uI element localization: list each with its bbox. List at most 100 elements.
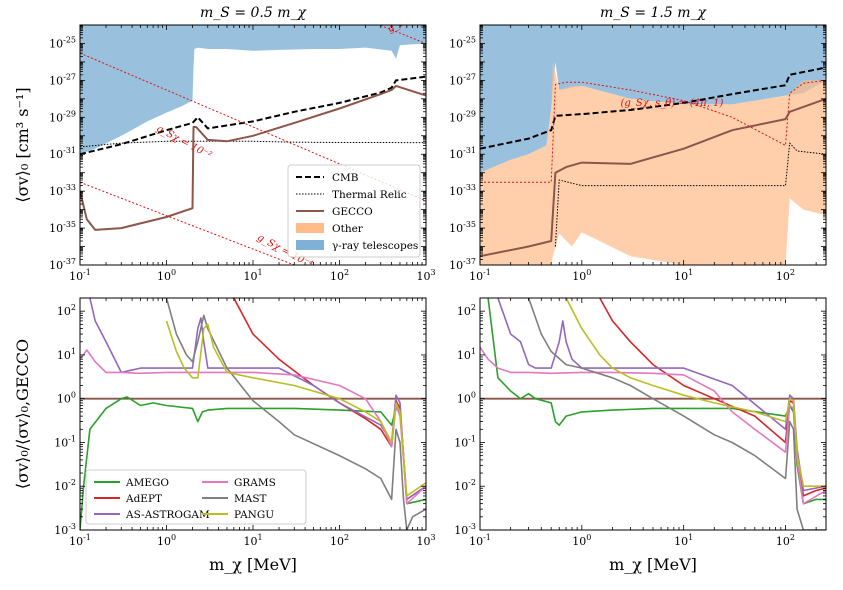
x-tick-exponent: -1 <box>483 268 491 277</box>
y-tick-label: 10-33 <box>449 183 476 198</box>
y-tick-label: 101 <box>57 347 76 362</box>
series-thermal-relic <box>554 142 826 247</box>
plot-area <box>480 298 826 530</box>
y-tick-exponent: -27 <box>463 72 476 81</box>
x-tick-exponent: 2 <box>344 268 349 277</box>
legend-label-1: Thermal Relic <box>332 189 407 201</box>
x-axis-label: m_χ [MeV] <box>609 555 697 574</box>
x-tick-label: 101 <box>674 268 693 283</box>
y-tick-exponent: -31 <box>63 146 76 155</box>
x-tick-exponent: 2 <box>790 268 795 277</box>
series-mast <box>165 298 426 530</box>
x-tick-label: 101 <box>674 533 693 548</box>
legend-label-4: γ-ray telescopes <box>332 240 418 252</box>
y-tick-exponent: -31 <box>463 146 476 155</box>
y-tick-exponent: -29 <box>463 109 476 118</box>
y-tick-label: 102 <box>57 303 76 318</box>
legend-label-2: GECCO <box>332 206 373 218</box>
series-gecco <box>80 84 426 231</box>
series-pangu <box>565 298 826 488</box>
legend-label-3: Other <box>332 223 364 235</box>
x-tick-label: 103 <box>416 268 435 283</box>
y-tick-label: 10-25 <box>449 35 476 50</box>
legend-label-0: CMB <box>332 172 359 184</box>
y-tick-label: 10-27 <box>49 72 76 87</box>
y-tick-label: 10-33 <box>49 183 76 198</box>
series-adept <box>599 298 826 497</box>
legend-label-5: PANGU <box>234 509 274 521</box>
legend-patch-4 <box>296 240 324 250</box>
annotation-1: g_Sχ = 10⁻² <box>154 123 213 161</box>
y-tick-exponent: -35 <box>463 220 476 229</box>
panel-bottom-left: 10-1 100 101 102 10310-310-210-1100101102m_χ… <box>13 297 436 574</box>
y-tick-label: 10-31 <box>449 146 476 161</box>
x-tick-exponent: 1 <box>688 268 693 277</box>
legend-box <box>85 469 307 525</box>
x-axis-label: m_χ [MeV] <box>209 555 297 574</box>
gamma-ray-region <box>480 25 826 173</box>
panel-top-right: (g_Sχ, s_θ) = (4π, 1) 10-1 100 101 102 1 0 -37 1… <box>449 5 827 283</box>
y-tick-exponent: -1 <box>468 434 476 443</box>
y-tick-label: 10-35 <box>449 220 476 235</box>
y-tick-exponent: -3 <box>468 522 476 531</box>
other-region <box>480 61 826 265</box>
x-tick-exponent: -1 <box>83 268 91 277</box>
y-tick-label: 101 <box>457 347 476 362</box>
x-tick-label: 10-1 <box>69 533 91 548</box>
x-tick-label: 10-1 <box>469 268 491 283</box>
legend-label-3: MAST <box>234 493 267 505</box>
y-tick-exponent: 2 <box>71 303 76 312</box>
plot-area <box>80 298 426 530</box>
x-tick-label: 100 <box>572 533 591 548</box>
series-g-1 <box>378 25 426 44</box>
y-tick-exponent: -2 <box>68 478 76 487</box>
x-tick-exponent: 1 <box>688 533 693 542</box>
y-tick-exponent: 0 <box>71 391 76 400</box>
x-tick-exponent: 3 <box>430 533 435 542</box>
legend: AMEGO GRAMS AdEPT MAST AS-ASTROGAM PANGU <box>85 469 307 525</box>
legend-label-0: AMEGO <box>125 477 169 489</box>
y-tick-exponent: -27 <box>63 72 76 81</box>
y-tick-exponent: -37 <box>463 257 476 266</box>
y-tick-label: 102 <box>457 303 476 318</box>
y-tick-label: 10-25 <box>49 35 76 50</box>
panel-title: m_S = 0.5 m_χ <box>200 5 307 21</box>
legend-patch-3 <box>296 223 324 233</box>
x-tick-label: 100 <box>157 268 176 283</box>
y-tick-exponent: -25 <box>463 35 476 44</box>
x-tick-label: 10-1 <box>69 268 91 283</box>
y-tick-exponent: -33 <box>63 183 76 192</box>
y-tick-label: 10-1 <box>454 434 476 449</box>
y-axis-label: ⟨σv⟩₀ [cm³ s⁻¹] <box>13 87 32 202</box>
x-tick-label: 100 <box>572 268 591 283</box>
legend: CMB Thermal Relic GECCO Other γ-ray telescop… <box>287 164 421 258</box>
y-tick-exponent: -25 <box>63 35 76 44</box>
series-gecco <box>480 97 826 258</box>
x-tick-label: 101 <box>243 268 262 283</box>
x-tick-exponent: 1 <box>257 268 262 277</box>
y-tick-label: 100 <box>57 391 76 406</box>
y-tick-label: 10-35 <box>49 220 76 235</box>
y-tick-label: 10-29 <box>449 109 476 124</box>
series-grams <box>480 346 826 505</box>
y-tick-exponent: 2 <box>471 303 476 312</box>
y-tick-exponent: -35 <box>63 220 76 229</box>
y-tick-label: 10-1 <box>54 434 76 449</box>
legend-label-4: AS-ASTROGAM <box>125 509 210 521</box>
x-tick-exponent: 2 <box>790 533 795 542</box>
x-tick-label: 10-1 <box>469 533 491 548</box>
x-tick-label: 101 <box>243 533 262 548</box>
y-tick-exponent: 1 <box>71 347 76 356</box>
panel-top-left: g_Sχ = 1g_Sχ = 10⁻²g_Sχ = 10⁻⁴10-1 100 101… <box>13 5 436 283</box>
gamma-ray-region <box>80 25 426 155</box>
x-tick-exponent: 2 <box>344 533 349 542</box>
legend-box <box>287 164 421 258</box>
series-thermal-relic <box>80 140 426 148</box>
panel-title: m_S = 1.5 m_χ <box>600 5 707 21</box>
x-tick-label: 102 <box>776 268 795 283</box>
x-tick-exponent: 1 <box>257 533 262 542</box>
y-tick-exponent: -3 <box>68 522 76 531</box>
series-cmb <box>80 75 426 156</box>
